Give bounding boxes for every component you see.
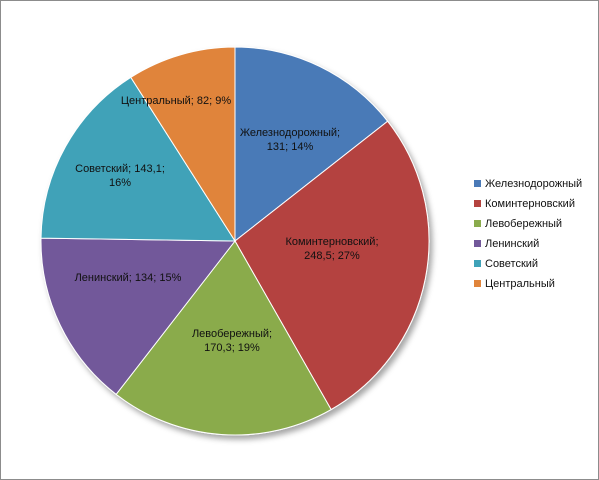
legend-label-6: Центральный: [485, 278, 555, 290]
legend-swatch-2: [474, 200, 481, 207]
data-label-6: Центральный; 82; 9%: [121, 95, 231, 107]
data-label-3: Левобережный; 170,3; 19%: [192, 328, 272, 354]
pie-slice-3: [115, 240, 332, 436]
data-labels: Железнодорожный; 131; 14% Коминтерновский;…: [75, 95, 379, 354]
legend-label-2: Коминтерновский: [485, 198, 575, 210]
pie-slice-1: [234, 46, 389, 243]
pie-slices: [40, 46, 430, 436]
pie-slice-2: [234, 120, 430, 411]
legend-label-3: Левобережный: [485, 218, 562, 230]
data-label-2: Коминтерновский; 248,5; 27%: [285, 236, 378, 262]
data-label-4: Ленинский; 134; 15%: [75, 272, 182, 284]
legend-swatch-6: [474, 280, 481, 287]
pie-slice-4: [40, 237, 237, 396]
legend-label-4: Ленинский: [485, 238, 539, 250]
legend-swatch-5: [474, 260, 481, 267]
legend-swatch-4: [474, 240, 481, 247]
legend-label-5: Советский: [485, 258, 538, 270]
data-label-5: Советский; 143,1; 16%: [75, 163, 165, 189]
legend: Железнодорожный Коминтерновский Левобережн…: [474, 178, 582, 290]
pie-slice-5: [40, 76, 236, 242]
legend-swatch-1: [474, 180, 481, 187]
data-label-1: Железнодорожный; 131; 14%: [240, 127, 340, 153]
legend-label-1: Железнодорожный: [485, 178, 582, 190]
pie-slice-6: [130, 46, 236, 243]
legend-swatch-3: [474, 220, 481, 227]
